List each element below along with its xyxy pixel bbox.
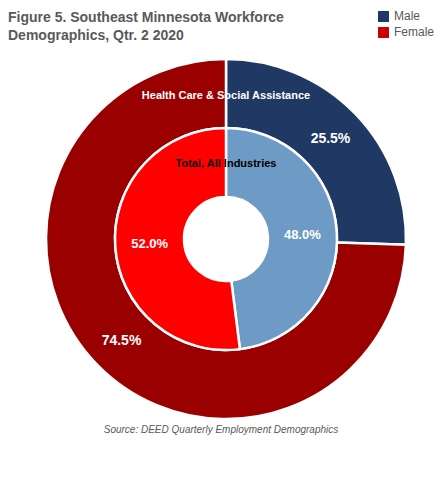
html-text:Demographics, Qtr. 2 2020: Demographics, Qtr. 2 2020 bbox=[8, 27, 184, 43]
svg-text:Health Care & Social Assistanc: Health Care & Social Assistance bbox=[142, 89, 310, 101]
svg-text:74.5%: 74.5% bbox=[102, 332, 142, 348]
svg-text:25.5%: 25.5% bbox=[311, 130, 351, 146]
svg-text:48.0%: 48.0% bbox=[284, 227, 321, 242]
svg-text:Total, All Industries: Total, All Industries bbox=[176, 157, 277, 169]
svg-text:52.0%: 52.0% bbox=[131, 236, 168, 251]
html-text:Figure 5. Southeast Minnesota: Figure 5. Southeast Minnesota Workforce bbox=[8, 9, 284, 25]
html-text:Female: Female bbox=[394, 25, 434, 39]
html-text:Male: Male bbox=[394, 9, 420, 23]
html-text:Source: DEED Quarterly Employm: Source: DEED Quarterly Employment Demogr… bbox=[103, 424, 339, 435]
